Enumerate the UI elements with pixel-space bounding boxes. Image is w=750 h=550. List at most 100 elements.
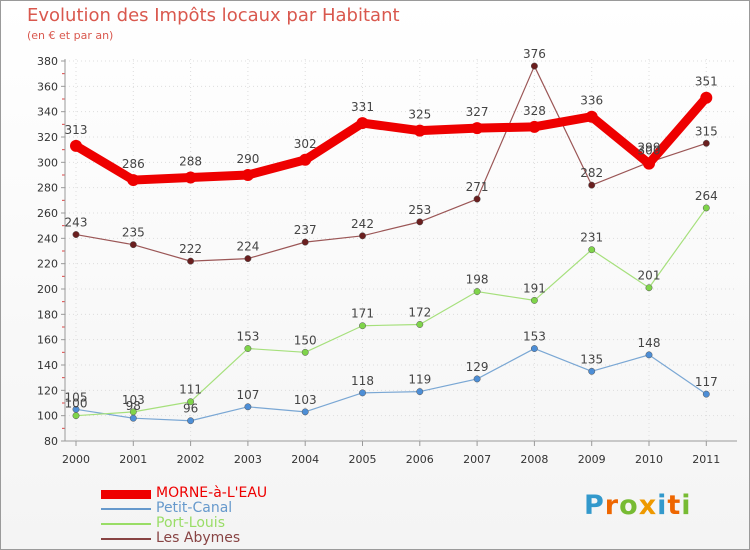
data-label: 302: [294, 137, 317, 151]
data-label: 135: [580, 352, 603, 366]
logo-letter: t: [667, 490, 682, 521]
data-point: [72, 412, 80, 420]
data-label: 96: [183, 402, 198, 416]
x-tick-label: 2009: [578, 453, 606, 466]
x-tick-label: 2002: [177, 453, 205, 466]
data-point: [301, 348, 309, 356]
x-tick-label: 2000: [62, 453, 90, 466]
y-tick-label: 100: [37, 410, 58, 423]
data-label: 231: [580, 231, 603, 245]
logo-letter: i: [657, 490, 668, 521]
data-label: 328: [523, 104, 546, 118]
data-point: [244, 345, 252, 352]
series-line-2: [75, 207, 707, 417]
x-tick-label: 2007: [463, 453, 491, 466]
series-line-1: [75, 347, 707, 422]
data-point: [702, 204, 710, 212]
y-tick-label: 80: [44, 435, 58, 448]
data-point: [588, 246, 596, 254]
data-label: 103: [294, 393, 317, 407]
data-label: 299: [638, 141, 661, 155]
data-point: [299, 153, 312, 166]
data-label: 119: [408, 373, 431, 387]
data-point: [702, 139, 710, 147]
data-label: 107: [236, 388, 259, 402]
x-tick-label: 2003: [234, 453, 262, 466]
x-tick-label: 2001: [119, 453, 147, 466]
data-label: 171: [351, 307, 374, 321]
legend-label: Les Abymes: [156, 530, 241, 546]
x-tick-label: 2011: [692, 453, 720, 466]
data-label: 336: [580, 94, 603, 108]
data-label: 271: [466, 180, 489, 194]
y-tick-label: 200: [37, 283, 58, 296]
data-point: [359, 232, 366, 240]
data-point: [129, 414, 137, 422]
logo-letter: i: [681, 490, 692, 521]
data-point: [129, 408, 137, 416]
data-label: 237: [294, 223, 317, 237]
legend-label: Port-Louis: [156, 515, 225, 531]
data-point: [416, 388, 424, 396]
data-label: 117: [695, 375, 718, 389]
y-tick-label: 240: [37, 232, 58, 245]
data-point: [244, 403, 252, 411]
data-label: 290: [236, 152, 259, 166]
data-label: 111: [179, 383, 202, 397]
y-tick-label: 180: [37, 308, 58, 321]
logo-letter: P: [584, 490, 605, 521]
data-label: 105: [65, 390, 88, 404]
y-tick-label: 260: [37, 207, 58, 220]
x-tick-label: 2006: [406, 453, 434, 466]
data-point: [588, 367, 596, 375]
data-label: 129: [466, 360, 489, 374]
data-point: [643, 157, 655, 170]
data-label: 242: [351, 217, 374, 231]
series-line-3: [75, 65, 707, 262]
legend-swatch: [101, 508, 151, 510]
data-label: 286: [122, 157, 145, 171]
data-label: 198: [466, 273, 489, 287]
data-point: [72, 231, 80, 238]
legend-label: MORNE-à-L'EAU: [156, 485, 268, 501]
series-line-0: [71, 93, 711, 185]
x-tick-label: 2008: [520, 453, 548, 466]
logo-letter: r: [604, 490, 620, 521]
logo-letter: o: [619, 490, 639, 521]
data-point: [359, 322, 366, 330]
data-point: [184, 171, 197, 184]
data-point: [127, 174, 140, 187]
data-point: [301, 238, 309, 246]
data-point: [700, 91, 713, 104]
data-label: 98: [126, 399, 141, 413]
data-label: 288: [179, 155, 202, 169]
data-label: 331: [351, 100, 374, 114]
data-point: [187, 257, 195, 265]
data-point: [702, 390, 710, 398]
data-label: 300: [638, 143, 661, 157]
data-label: 351: [695, 75, 718, 89]
data-label: 243: [65, 216, 88, 230]
y-tick-label: 140: [37, 359, 58, 372]
legend-swatch: [101, 538, 151, 540]
data-label: 222: [179, 242, 202, 256]
data-point: [530, 296, 538, 304]
data-point: [473, 288, 481, 295]
data-point: [585, 110, 598, 123]
data-point: [356, 117, 369, 130]
data-label: 153: [236, 330, 259, 344]
plot-area: [65, 59, 737, 441]
logo-letter: x: [638, 490, 658, 521]
data-point: [473, 195, 481, 203]
data-point: [187, 417, 195, 425]
data-label: 315: [695, 124, 718, 138]
x-tick-label: 2004: [291, 453, 319, 466]
data-point: [645, 351, 653, 359]
data-label: 325: [408, 108, 431, 122]
chart-subtitle: (en € et par an): [27, 29, 114, 42]
legend-swatch: [101, 523, 151, 525]
data-point: [588, 181, 596, 189]
data-label: 118: [351, 374, 374, 388]
data-point: [70, 139, 82, 152]
